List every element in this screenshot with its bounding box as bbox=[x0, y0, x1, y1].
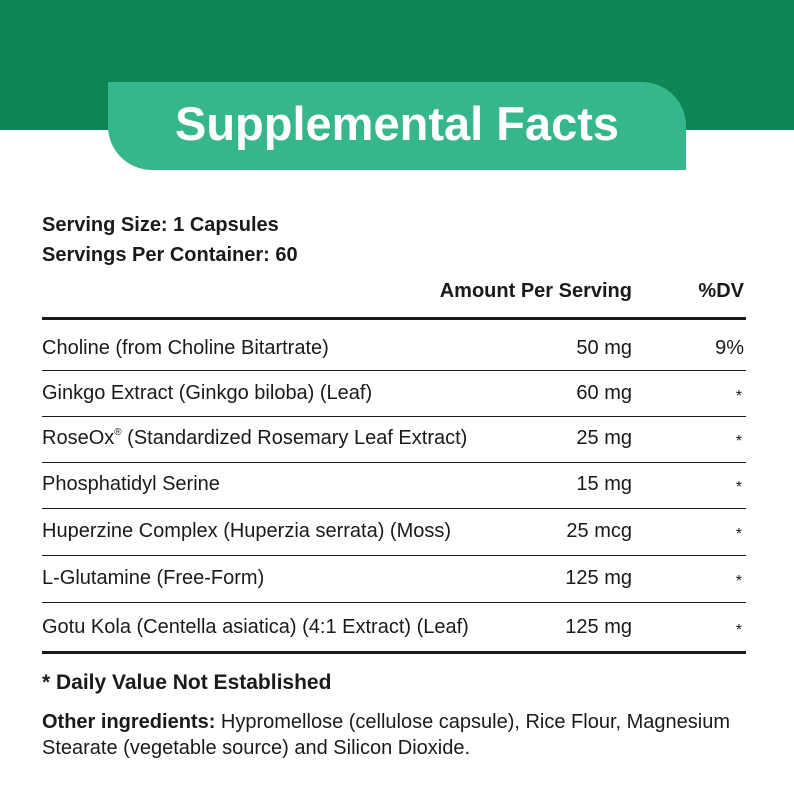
ingredient-dv: * bbox=[735, 388, 742, 405]
ingredient-name: Phosphatidyl Serine bbox=[42, 472, 220, 496]
column-header: %DV bbox=[698, 280, 744, 302]
ingredient-name: Choline (from Choline Bitartrate) bbox=[42, 336, 329, 360]
ingredient-name-suffix: (Standardized Rosemary Leaf Extract) bbox=[121, 427, 468, 449]
other-ingredients-label: Other ingredients: bbox=[42, 711, 216, 733]
ingredient-name: Ginkgo Extract (Ginkgo biloba) (Leaf) bbox=[42, 381, 372, 405]
ingredient-dv: 9% bbox=[715, 337, 744, 359]
ingredient-amount: 50 mg bbox=[576, 337, 632, 359]
ingredient-dv: * bbox=[735, 526, 742, 543]
ingredient-name-text: Choline (from Choline Bitartrate) bbox=[42, 337, 329, 359]
ingredient-name-text: RoseOx bbox=[42, 427, 115, 449]
thick-rule bbox=[42, 651, 746, 654]
ingredient-name: L-Glutamine (Free-Form) bbox=[42, 566, 264, 590]
serving-size: Serving Size: 1 Capsules bbox=[42, 214, 279, 236]
ingredient-dv: * bbox=[735, 433, 742, 450]
registered-mark: ® bbox=[114, 427, 122, 438]
ingredient-amount: 25 mg bbox=[576, 427, 632, 449]
column-header: Amount Per Serving bbox=[439, 280, 632, 302]
ingredient-amount: 25 mcg bbox=[566, 520, 632, 542]
row-rule bbox=[42, 370, 746, 371]
ingredient-name-text: Phosphatidyl Serine bbox=[42, 473, 220, 495]
other-ingredients: Other ingredients: Hypromellose (cellulo… bbox=[42, 709, 752, 761]
servings-per-container: Servings Per Container: 60 bbox=[42, 244, 298, 266]
row-rule bbox=[42, 462, 746, 463]
ingredient-dv: * bbox=[735, 573, 742, 590]
ingredient-name-text: Huperzine Complex (Huperzia serrata) (Mo… bbox=[42, 520, 452, 542]
ingredient-amount: 125 mg bbox=[565, 616, 632, 638]
ingredient-dv: * bbox=[735, 622, 742, 639]
footnote: * Daily Value Not Established bbox=[42, 671, 332, 694]
ingredient-name-text: Ginkgo Extract (Ginkgo biloba) (Leaf) bbox=[42, 382, 373, 404]
ingredient-name-text: L-Glutamine (Free-Form) bbox=[42, 567, 265, 589]
row-rule bbox=[42, 555, 746, 556]
other-ingredients-text: Hypromellose (cellulose capsule), Rice F… bbox=[42, 711, 731, 759]
thick-rule bbox=[42, 317, 746, 320]
row-rule bbox=[42, 602, 746, 603]
ingredient-name-text: Gotu Kola (Centella asiatica) (4:1 Extra… bbox=[42, 616, 469, 638]
ingredient-name: RoseOx® (Standardized Rosemary Leaf Extr… bbox=[42, 426, 467, 450]
title: Supplemental Facts bbox=[175, 97, 619, 150]
ingredient-dv: * bbox=[735, 479, 742, 496]
row-rule bbox=[42, 508, 746, 509]
title-tab bbox=[108, 82, 686, 170]
ingredient-name: Huperzine Complex (Huperzia serrata) (Mo… bbox=[42, 519, 451, 543]
ingredient-amount: 60 mg bbox=[576, 382, 632, 404]
ingredient-name: Gotu Kola (Centella asiatica) (4:1 Extra… bbox=[42, 615, 469, 639]
ingredient-amount: 125 mg bbox=[565, 567, 632, 589]
row-rule bbox=[42, 416, 746, 417]
ingredient-amount: 15 mg bbox=[576, 473, 632, 495]
